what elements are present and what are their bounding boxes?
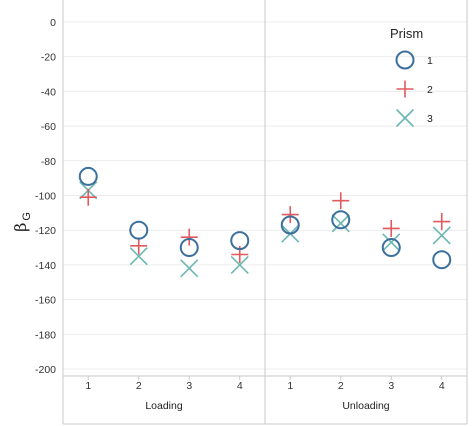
data-point-series-1 <box>432 250 452 270</box>
data-point-series-3 <box>180 259 199 278</box>
data-point-series-2 <box>332 192 350 210</box>
legend-title: Prism <box>390 26 423 41</box>
legend-marker-1 <box>395 50 415 70</box>
x-tick-label: 4 <box>439 380 445 392</box>
legend-label-3: 3 <box>427 113 433 125</box>
data-point-series-1 <box>331 210 351 230</box>
x-tick-label: 4 <box>237 380 243 392</box>
x-tick-label: 1 <box>287 380 293 392</box>
y-tick-label: 0 <box>50 17 56 29</box>
y-tick-label: -20 <box>41 52 56 64</box>
data-point-series-2 <box>79 188 97 206</box>
facet-labels: Loading Unloading <box>145 400 389 412</box>
legend-marker-3 <box>395 108 415 128</box>
y-tick-label: -60 <box>41 121 56 133</box>
y-tick-label: -140 <box>35 260 56 272</box>
y-tick-label: -200 <box>35 364 56 376</box>
data-point-series-3 <box>382 233 401 252</box>
x-tick-label: 3 <box>186 380 192 392</box>
x-tick-label: 2 <box>338 380 344 392</box>
plot-frame <box>62 0 468 425</box>
y-tick-label: -40 <box>41 86 56 98</box>
facet-label: Unloading <box>342 400 389 412</box>
legend: Prism 1 2 3 <box>390 26 433 128</box>
y-tick-label: -80 <box>41 156 56 168</box>
legend-marker-2 <box>396 80 414 98</box>
data-point-series-3 <box>129 247 148 266</box>
x-tick-label: 2 <box>136 380 142 392</box>
data-point-series-2 <box>433 213 451 231</box>
y-axis-ticks: 0 -20 -40 -60 -80 -100 -120 -140 -160 -180 -200 <box>35 17 56 376</box>
legend-label-1: 1 <box>427 55 433 67</box>
y-tick-label: -120 <box>35 225 56 237</box>
y-axis-label-symbol: β <box>11 223 30 232</box>
y-tick-label: -100 <box>35 191 56 203</box>
y-tick-label: -180 <box>35 329 56 341</box>
y-axis-label-subscript: G <box>21 212 33 221</box>
data-point-series-2 <box>130 237 148 255</box>
data-point-series-2 <box>180 228 198 246</box>
data-point-series-3 <box>432 226 451 245</box>
data-point-series-1 <box>381 238 401 258</box>
data-point-series-1 <box>230 231 250 251</box>
x-axis-ticks: 1 2 3 4 1 2 3 4 <box>85 376 445 392</box>
data-point-series-2 <box>281 206 299 224</box>
y-tick-label: -160 <box>35 295 56 307</box>
data-point-series-1 <box>280 215 300 235</box>
data-point-series-1 <box>129 220 149 240</box>
y-axis-label: βG <box>11 212 33 232</box>
data-point-series-3 <box>230 255 249 274</box>
legend-label-2: 2 <box>427 84 433 96</box>
x-tick-label: 3 <box>388 380 394 392</box>
data-point-series-2 <box>382 219 400 237</box>
x-tick-label: 1 <box>85 380 91 392</box>
data-point-series-3 <box>331 214 350 233</box>
facet-label: Loading <box>145 400 183 412</box>
data-point-series-1 <box>179 238 199 258</box>
data-point-series-1 <box>78 166 98 186</box>
data-points <box>78 166 452 278</box>
